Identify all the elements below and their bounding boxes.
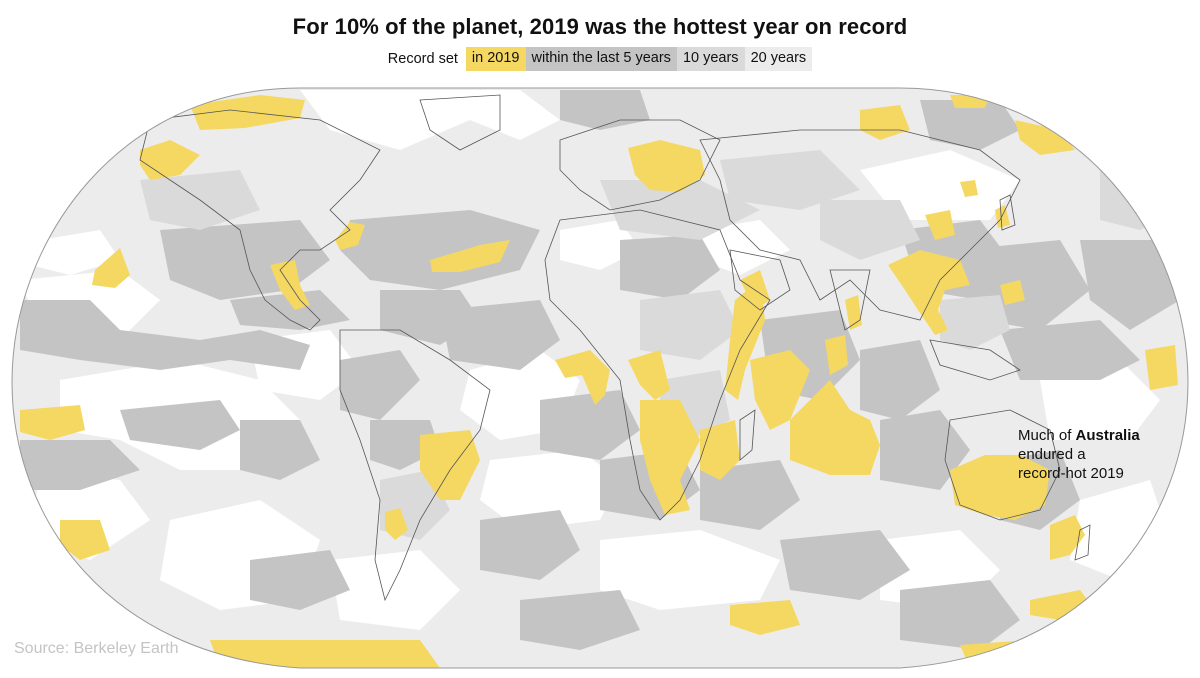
legend: Record set in 2019 within the last 5 yea…: [0, 47, 1200, 71]
source-credit: Source: Berkeley Earth: [14, 640, 179, 657]
annotation-highlight: Australia: [1075, 427, 1140, 444]
map-cells: [12, 88, 1188, 668]
annotation-line2: endured a: [1018, 446, 1086, 463]
legend-item-2019: in 2019: [465, 47, 526, 71]
map-title: For 10% of the planet, 2019 was the hott…: [292, 14, 908, 39]
legend-item-10-years: 10 years: [676, 47, 745, 71]
legend-label: Record set: [387, 51, 458, 67]
annotation-text: Much of: [1018, 427, 1076, 444]
country-borders: [139, 94, 1091, 602]
annotation-line3: record-hot 2019: [1018, 465, 1124, 482]
map-outline: [11, 87, 1189, 669]
australia-annotation: Much of Australia endured a record-hot 2…: [1018, 426, 1140, 483]
legend-item-20-years: 20 years: [744, 47, 813, 71]
legend-item-5-years: within the last 5 years: [525, 47, 677, 71]
